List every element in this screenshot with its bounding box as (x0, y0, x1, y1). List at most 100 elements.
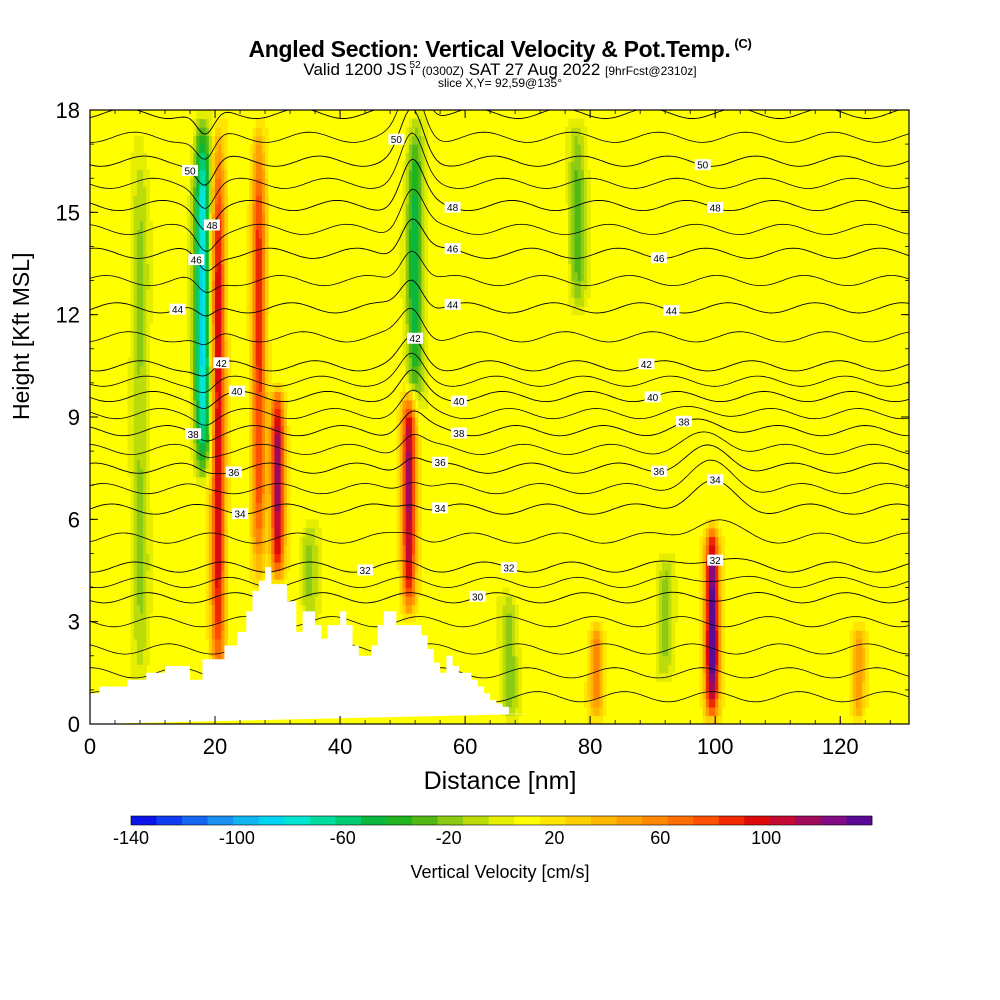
field-cell (411, 357, 416, 367)
field-cell (261, 144, 266, 154)
field-cell (265, 297, 269, 307)
field-cell (133, 655, 138, 665)
field-cell (418, 519, 422, 529)
field-cell (580, 297, 585, 307)
field-cell (512, 655, 516, 665)
field-cell (505, 596, 510, 606)
field-cell (140, 195, 144, 205)
field-cell (202, 314, 207, 324)
field-cell (265, 382, 269, 393)
field-cell (418, 297, 422, 307)
field-cell (593, 647, 598, 657)
field-cell (593, 664, 598, 674)
field-cell (133, 596, 138, 606)
field-cell (277, 493, 282, 503)
field-cell (193, 399, 197, 410)
field-cell (202, 459, 207, 469)
field-cell (571, 289, 576, 299)
field-cell (224, 442, 229, 452)
field-cell (193, 178, 197, 188)
field-cell (411, 382, 416, 393)
field-cell (399, 579, 404, 589)
field-cell (421, 365, 426, 375)
field-cell (299, 553, 304, 563)
field-cell (515, 715, 519, 724)
field-cell (136, 246, 141, 256)
field-cell (249, 229, 254, 239)
field-cell (411, 169, 416, 179)
field-cell (246, 306, 251, 316)
field-cell (208, 195, 213, 205)
field-cell (146, 195, 150, 205)
field-cell (255, 561, 260, 572)
field-cell (199, 289, 204, 299)
field-cell (265, 135, 269, 145)
field-cell (258, 127, 263, 137)
field-cell (202, 289, 207, 299)
field-cell (602, 706, 607, 717)
field-cell (396, 510, 401, 520)
field-cell (265, 144, 269, 154)
field-cell (133, 254, 138, 265)
field-cell (218, 561, 222, 572)
field-cell (215, 493, 219, 503)
field-cell (405, 161, 410, 171)
field-cell (268, 459, 272, 469)
field-cell (702, 706, 707, 717)
field-cell (202, 246, 207, 256)
field-cell (199, 212, 204, 222)
isentrope-label: 42 (641, 360, 653, 371)
field-cell (315, 570, 319, 580)
isentrope-label-box (644, 391, 661, 403)
field-cell (140, 357, 144, 367)
field-cell (411, 485, 416, 495)
field-cell (208, 297, 213, 307)
isentrope-label: 36 (653, 467, 665, 478)
field-cell (149, 519, 154, 529)
field-cell (508, 655, 513, 665)
field-cell (655, 613, 660, 623)
field-cell (208, 348, 213, 358)
field-cell (208, 237, 213, 248)
field-cell (252, 280, 257, 290)
field-cell (249, 237, 254, 248)
field-cell (568, 237, 572, 248)
field-cell (196, 323, 201, 333)
field-cell (143, 186, 147, 196)
field-cell (583, 195, 588, 205)
field-cell (568, 169, 572, 179)
field-cell (190, 391, 194, 401)
field-cell (274, 536, 279, 546)
field-cell (418, 417, 422, 427)
field-cell (418, 442, 422, 452)
field-cell (143, 553, 147, 563)
field-cell (205, 630, 210, 640)
field-cell (655, 570, 660, 580)
field-cell (502, 587, 507, 597)
field-cell (208, 306, 213, 316)
field-cell (202, 297, 207, 307)
field-cell (424, 144, 429, 154)
field-cell (208, 647, 213, 657)
field-cell (146, 638, 150, 648)
colorbar-segment (360, 816, 387, 825)
field-cell (146, 442, 150, 452)
field-cell (199, 237, 204, 248)
isentrope-label-box (450, 427, 467, 439)
field-cell (715, 715, 719, 724)
field-cell (277, 451, 282, 461)
field-cell (699, 698, 704, 708)
field-cell (208, 468, 213, 478)
field-cell (196, 382, 201, 393)
field-cell (583, 263, 588, 273)
field-cell (705, 536, 710, 546)
field-cell (712, 519, 716, 529)
field-cell (508, 681, 513, 691)
field-cell (602, 638, 607, 648)
field-cell (405, 365, 410, 375)
field-cell (211, 340, 216, 350)
field-cell (190, 195, 194, 205)
field-cell (258, 212, 263, 222)
field-cell (268, 485, 272, 495)
field-cell (255, 323, 260, 333)
